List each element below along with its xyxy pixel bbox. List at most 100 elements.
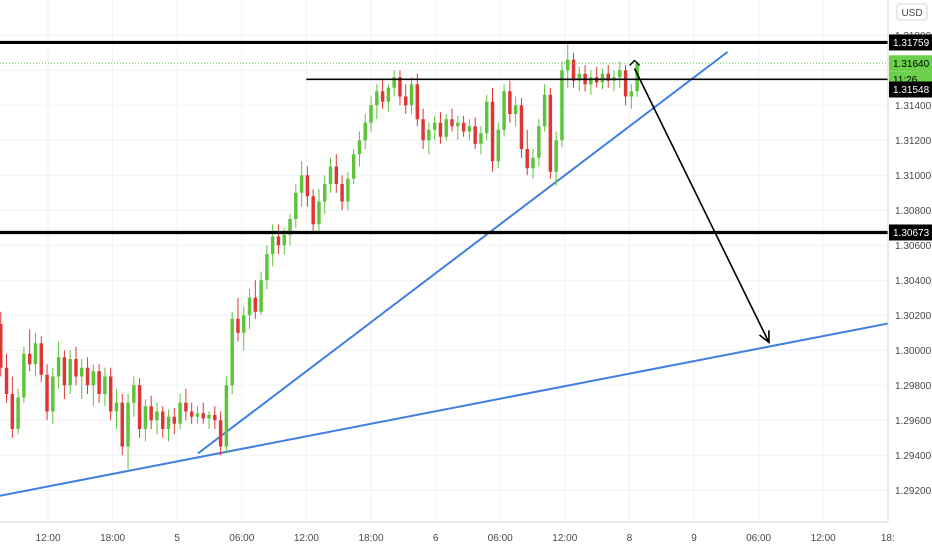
candle	[114, 388, 119, 429]
candle	[161, 406, 165, 438]
candle	[259, 271, 263, 316]
arrow-shaft[interactable]	[633, 68, 770, 343]
candle	[421, 108, 425, 149]
candle-body	[213, 415, 217, 421]
candle	[247, 289, 252, 330]
candle-body	[473, 126, 477, 144]
candle-body	[363, 122, 367, 141]
candle-body	[519, 105, 524, 149]
candle	[369, 96, 373, 132]
candle-body	[392, 77, 396, 88]
candle-body	[126, 402, 130, 447]
candle	[184, 388, 188, 421]
candle-body	[571, 59, 576, 81]
price-badge-box	[889, 224, 932, 241]
x-tick-label: 12:00	[294, 533, 319, 544]
candle	[618, 61, 622, 88]
candle-body	[369, 105, 373, 123]
candle	[525, 129, 529, 176]
candle	[166, 409, 171, 442]
price-badge-label: 1.30673	[893, 228, 930, 239]
x-tick-label: 12:00	[811, 533, 836, 544]
y-tick-label: 1.29600	[895, 416, 932, 427]
x-tick-label: 12:00	[552, 533, 577, 544]
candle-body	[45, 374, 49, 412]
candle-body	[178, 402, 182, 424]
candle	[432, 115, 437, 141]
y-tick-label: 1.30800	[895, 206, 932, 217]
candle	[537, 119, 541, 167]
x-tick-label: 18:	[881, 533, 895, 544]
currency-selector[interactable]: USD	[896, 3, 928, 21]
time-axis[interactable]: 12:00 18:00 5 06:00 12:00 18:00 6 06:00 12:00 8 9 0…	[0, 521, 932, 550]
trendline-1[interactable]	[0, 319, 904, 500]
candle	[265, 245, 269, 289]
candle	[490, 87, 495, 172]
candle	[10, 376, 15, 438]
candle	[236, 297, 240, 342]
candle	[502, 84, 506, 137]
candle-body	[74, 359, 78, 377]
candle-body	[351, 154, 356, 179]
candle-body	[224, 385, 229, 447]
candle-body	[380, 91, 385, 102]
candle-body	[444, 119, 448, 137]
candle-body	[479, 133, 483, 144]
candle	[80, 359, 84, 400]
x-tick-label: 18:00	[100, 533, 125, 544]
candle-body	[172, 416, 177, 424]
trendline-2[interactable]	[197, 51, 729, 455]
candle-body	[282, 234, 286, 246]
candle-body	[427, 129, 431, 141]
price-badge: 1.31759	[889, 34, 932, 51]
candle-body	[537, 126, 541, 158]
candle-body	[207, 415, 211, 419]
candle	[305, 166, 310, 207]
candle	[542, 84, 547, 132]
candle	[346, 171, 350, 211]
candle-body	[4, 367, 9, 394]
candle	[444, 114, 448, 141]
candle	[456, 115, 460, 141]
candle	[68, 350, 72, 394]
candle	[554, 131, 558, 186]
candle-body	[299, 175, 304, 193]
candle-body	[317, 201, 321, 225]
candle-body	[201, 413, 205, 419]
candle-body	[114, 402, 119, 412]
candle-body	[184, 402, 188, 412]
candle	[386, 84, 391, 113]
candle-body	[589, 77, 593, 85]
candle	[126, 394, 130, 470]
candle-body	[62, 357, 67, 386]
currency-box-frame[interactable]	[896, 3, 928, 21]
candle-body	[560, 70, 564, 141]
candle-body	[218, 420, 223, 447]
candle-body	[513, 105, 518, 114]
candle-body	[606, 73, 610, 81]
candle	[253, 280, 258, 319]
candle	[85, 357, 90, 394]
candle	[328, 157, 333, 193]
candle	[317, 189, 321, 232]
price-badge-label: 1.31759	[893, 38, 930, 49]
candle	[467, 119, 472, 141]
candle-body	[467, 126, 472, 132]
x-tick-label: 06:00	[488, 533, 513, 544]
candle	[450, 108, 454, 132]
grid-lines	[0, 0, 889, 522]
candle	[97, 364, 101, 403]
candle-body	[525, 149, 529, 169]
candle-body	[340, 184, 344, 202]
x-tick-label: 5	[174, 533, 180, 544]
price-badge: 1.31640	[889, 55, 932, 72]
candle	[438, 112, 443, 144]
candle-body	[0, 324, 3, 368]
candle	[508, 80, 512, 123]
candle-body	[618, 70, 622, 78]
y-tick-label: 1.31200	[895, 136, 932, 147]
candle	[548, 87, 553, 179]
candle	[612, 70, 616, 92]
candle-body	[415, 84, 420, 120]
